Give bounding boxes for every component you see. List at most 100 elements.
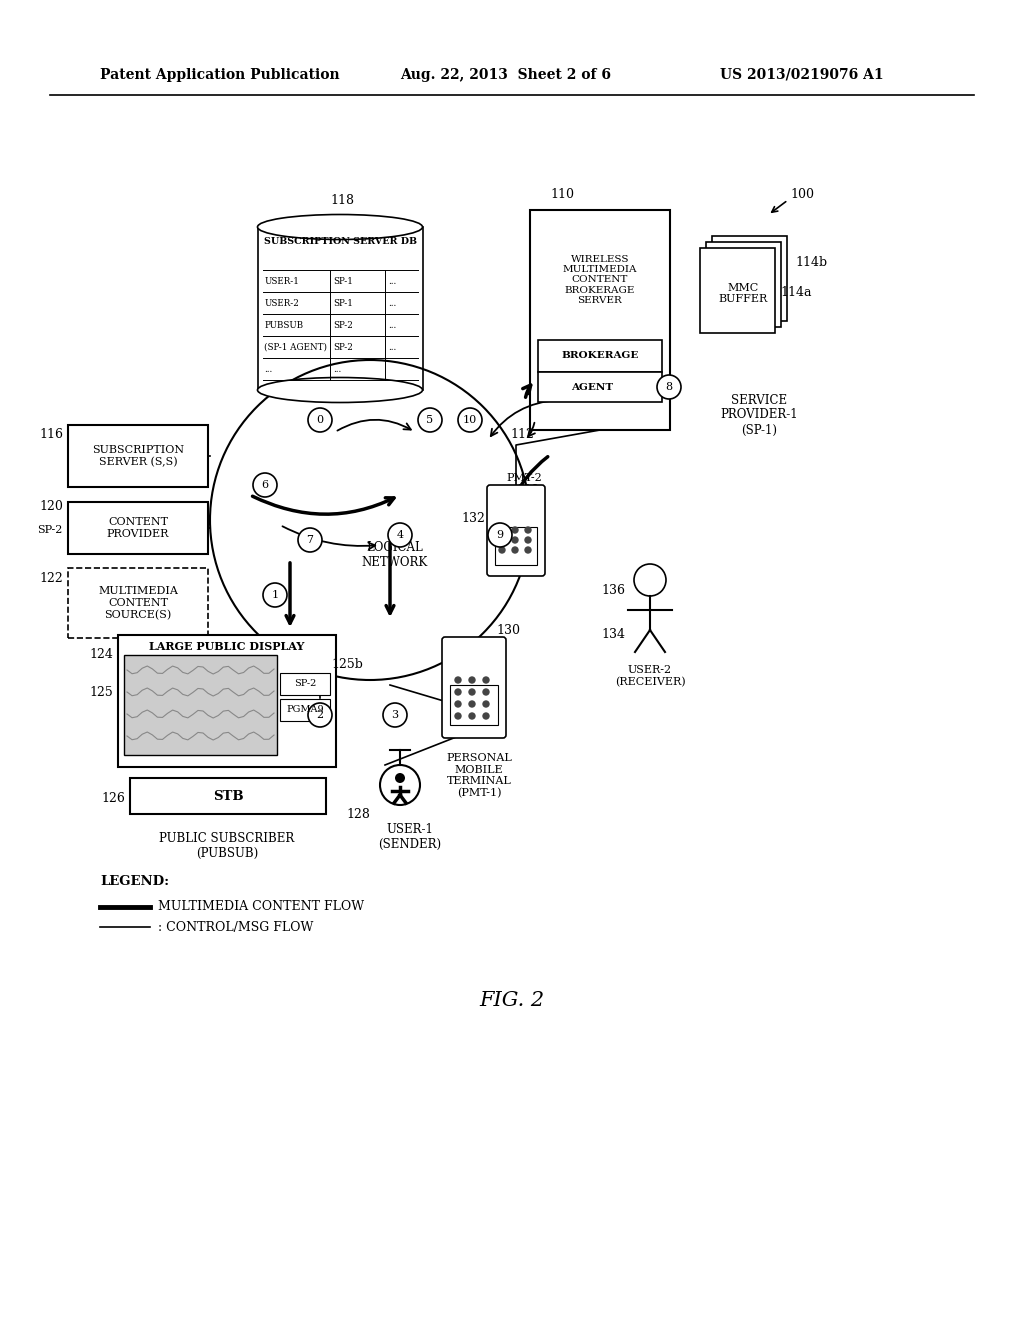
Circle shape xyxy=(458,408,482,432)
Ellipse shape xyxy=(257,378,423,403)
Circle shape xyxy=(634,564,666,597)
Circle shape xyxy=(483,677,489,682)
Text: 125b: 125b xyxy=(331,659,362,672)
FancyBboxPatch shape xyxy=(118,635,336,767)
Circle shape xyxy=(525,537,531,543)
Text: 122: 122 xyxy=(39,572,63,585)
Circle shape xyxy=(395,774,406,783)
Text: 110: 110 xyxy=(550,189,574,202)
Text: MULTIMEDIA CONTENT FLOW: MULTIMEDIA CONTENT FLOW xyxy=(158,900,365,913)
Circle shape xyxy=(488,523,512,546)
Circle shape xyxy=(308,704,332,727)
Circle shape xyxy=(253,473,278,498)
Text: AGENT: AGENT xyxy=(571,383,613,392)
Text: ...: ... xyxy=(333,364,341,374)
Text: 136: 136 xyxy=(601,583,625,597)
Text: 100: 100 xyxy=(790,189,814,202)
Ellipse shape xyxy=(257,214,423,239)
FancyBboxPatch shape xyxy=(712,236,787,321)
FancyBboxPatch shape xyxy=(130,777,326,814)
Circle shape xyxy=(483,701,489,708)
FancyBboxPatch shape xyxy=(538,372,662,403)
FancyBboxPatch shape xyxy=(68,502,208,554)
Text: 112: 112 xyxy=(510,429,534,441)
Circle shape xyxy=(483,713,489,719)
Circle shape xyxy=(657,375,681,399)
Text: 132: 132 xyxy=(461,511,485,524)
Text: CONTENT
PROVIDER: CONTENT PROVIDER xyxy=(106,517,169,539)
Text: USER-2: USER-2 xyxy=(264,298,299,308)
Circle shape xyxy=(499,537,505,543)
Text: 124: 124 xyxy=(89,648,113,661)
Circle shape xyxy=(512,527,518,533)
FancyBboxPatch shape xyxy=(487,484,545,576)
Circle shape xyxy=(525,527,531,533)
Circle shape xyxy=(388,523,412,546)
FancyBboxPatch shape xyxy=(706,242,781,327)
FancyBboxPatch shape xyxy=(280,700,330,721)
Text: 126: 126 xyxy=(101,792,125,804)
Text: USER-2
(RECEIVER): USER-2 (RECEIVER) xyxy=(614,665,685,686)
Text: 9: 9 xyxy=(497,531,504,540)
Text: STB: STB xyxy=(213,789,244,803)
Circle shape xyxy=(469,689,475,696)
Text: LARGE PUBLIC DISPLAY: LARGE PUBLIC DISPLAY xyxy=(150,642,305,652)
Circle shape xyxy=(455,701,461,708)
Text: ...: ... xyxy=(388,298,396,308)
Text: 114b: 114b xyxy=(795,256,827,269)
Circle shape xyxy=(383,704,407,727)
Text: PUBSUB: PUBSUB xyxy=(264,321,304,330)
Text: PERSONAL
MOBILE
TERMINAL
(PMT-1): PERSONAL MOBILE TERMINAL (PMT-1) xyxy=(446,752,512,799)
Text: 134: 134 xyxy=(601,628,625,642)
Text: 2: 2 xyxy=(316,710,324,719)
Circle shape xyxy=(512,546,518,553)
Text: 116: 116 xyxy=(39,429,63,441)
Circle shape xyxy=(380,766,420,805)
Circle shape xyxy=(263,583,287,607)
FancyBboxPatch shape xyxy=(450,685,498,725)
Text: 1: 1 xyxy=(271,590,279,601)
Text: SUBSCRIPTION SERVER DB: SUBSCRIPTION SERVER DB xyxy=(263,238,417,247)
Text: FIG. 2: FIG. 2 xyxy=(479,990,545,1010)
Text: ...: ... xyxy=(388,321,396,330)
Text: SP-2: SP-2 xyxy=(38,525,63,535)
Text: 0: 0 xyxy=(316,414,324,425)
Text: SP-2: SP-2 xyxy=(294,680,316,689)
Circle shape xyxy=(499,527,505,533)
Text: Patent Application Publication: Patent Application Publication xyxy=(100,69,340,82)
Text: SUBSCRIPTION
SERVER (S,S): SUBSCRIPTION SERVER (S,S) xyxy=(92,445,184,467)
FancyBboxPatch shape xyxy=(700,248,775,333)
Circle shape xyxy=(418,408,442,432)
FancyBboxPatch shape xyxy=(495,527,537,565)
Circle shape xyxy=(469,713,475,719)
Text: PGMA9: PGMA9 xyxy=(286,705,324,714)
Text: 120: 120 xyxy=(39,500,63,513)
Text: WIRELESS
MULTIMEDIA
CONTENT
BROKERAGE
SERVER: WIRELESS MULTIMEDIA CONTENT BROKERAGE SE… xyxy=(563,255,637,305)
Text: BROKERAGE: BROKERAGE xyxy=(561,351,639,360)
Text: SP-1: SP-1 xyxy=(333,276,353,285)
Text: 130: 130 xyxy=(496,623,520,636)
Circle shape xyxy=(455,713,461,719)
Circle shape xyxy=(455,689,461,696)
Text: USER-1
(SENDER): USER-1 (SENDER) xyxy=(379,822,441,851)
Circle shape xyxy=(469,677,475,682)
Text: ...: ... xyxy=(388,276,396,285)
Circle shape xyxy=(512,537,518,543)
Text: PUBLIC SUBSCRIBER
(PUBSUB): PUBLIC SUBSCRIBER (PUBSUB) xyxy=(160,832,295,861)
Circle shape xyxy=(525,546,531,553)
Text: 6: 6 xyxy=(261,480,268,490)
FancyBboxPatch shape xyxy=(280,673,330,696)
Text: : CONTROL/MSG FLOW: : CONTROL/MSG FLOW xyxy=(158,920,313,933)
FancyBboxPatch shape xyxy=(257,227,423,389)
Text: 125: 125 xyxy=(89,686,113,700)
Circle shape xyxy=(298,528,322,552)
Text: ...: ... xyxy=(388,342,396,351)
Text: Aug. 22, 2013  Sheet 2 of 6: Aug. 22, 2013 Sheet 2 of 6 xyxy=(400,69,611,82)
Circle shape xyxy=(455,677,461,682)
FancyBboxPatch shape xyxy=(530,210,670,430)
Text: 128: 128 xyxy=(346,808,370,821)
Circle shape xyxy=(308,408,332,432)
Circle shape xyxy=(483,689,489,696)
Text: USER-1: USER-1 xyxy=(264,276,299,285)
FancyBboxPatch shape xyxy=(68,568,208,638)
